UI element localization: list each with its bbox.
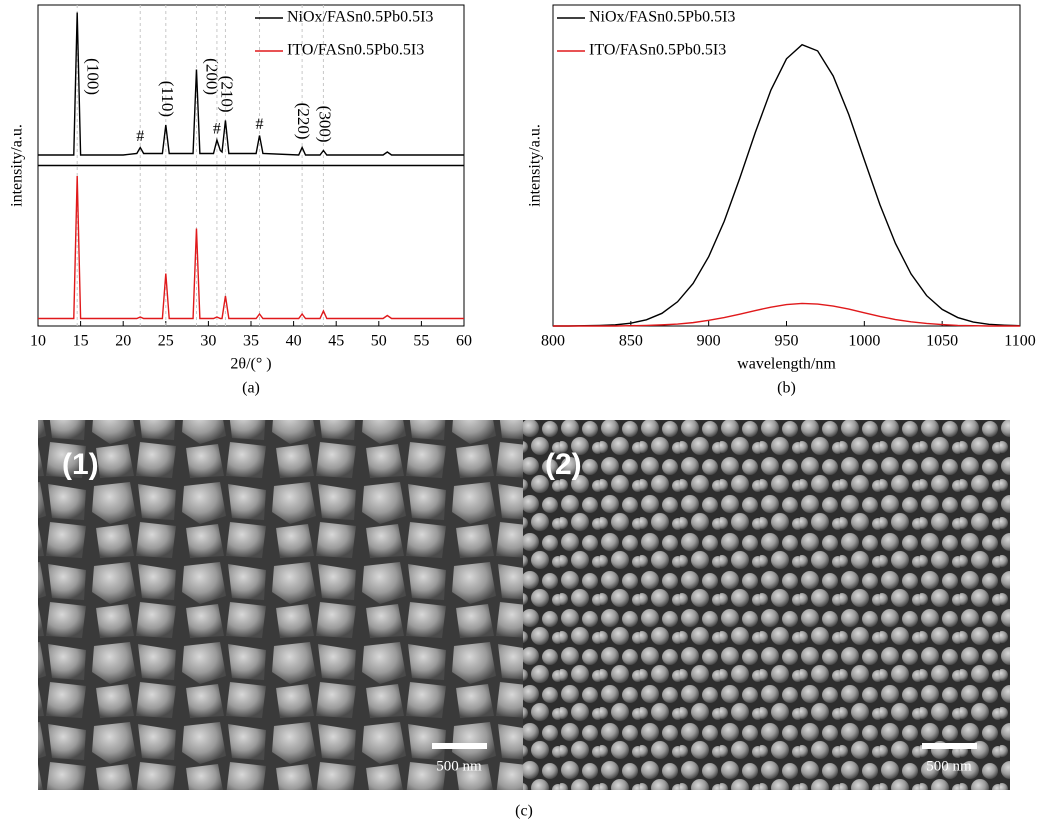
x-axis-label: wavelength/nm	[737, 356, 836, 373]
x-tick-label: 30	[200, 333, 216, 350]
scale-label: 500 nm	[436, 758, 482, 774]
x-tick-label: 60	[456, 333, 472, 350]
x-tick-label: 50	[371, 333, 387, 350]
sem-label: (1)	[62, 448, 99, 481]
sem-panel: (1) (2) 500 nm 500 nm (c)	[38, 420, 1010, 820]
x-tick-label: 25	[158, 333, 174, 350]
peak-label: (220)	[294, 103, 313, 140]
x-tick-label: 40	[286, 333, 302, 350]
y-axis-label: intensity/a.u.	[9, 124, 26, 207]
scale-bar	[922, 743, 977, 749]
data-line	[553, 43, 1021, 327]
peak-label: (210)	[218, 76, 237, 113]
x-tick-label: 55	[413, 333, 429, 350]
legend-label: ITO/FASn0.5Pb0.5I3	[589, 42, 726, 59]
peak-label: #	[136, 128, 144, 145]
x-tick-label: 1050	[926, 333, 958, 350]
x-tick-label: 10	[30, 333, 46, 350]
x-tick-label: 20	[115, 333, 131, 350]
legend-label: ITO/FASn0.5Pb0.5I3	[287, 42, 424, 59]
sem-label: (2)	[545, 448, 582, 481]
peak-label: (300)	[316, 106, 335, 143]
scale-label: 500 nm	[926, 758, 972, 774]
x-tick-label: 1100	[1004, 333, 1035, 350]
peak-label: #	[213, 121, 221, 138]
sem-image	[523, 420, 1010, 790]
data-line	[38, 12, 464, 156]
caption: (c)	[515, 803, 533, 820]
x-tick-label: 800	[541, 333, 565, 350]
x-tick-label: 35	[243, 333, 259, 350]
y-axis-label: intensity/a.u.	[527, 124, 544, 207]
peak-label: (110)	[158, 81, 177, 117]
caption: (a)	[242, 380, 260, 397]
sem-image	[38, 420, 523, 790]
scale-bar	[432, 743, 487, 749]
legend-label: NiOx/FASn0.5Pb0.5I3	[287, 9, 433, 26]
peak-label: #	[256, 116, 264, 133]
x-tick-label: 1000	[848, 333, 880, 350]
legend-label: NiOx/FASn0.5Pb0.5I3	[589, 9, 735, 26]
x-tick-label: 850	[619, 333, 643, 350]
data-line	[38, 175, 464, 320]
x-axis-label: 2θ/(° )	[230, 356, 271, 373]
x-tick-label: 45	[328, 333, 344, 350]
peak-label: (100)	[83, 58, 102, 95]
data-line	[553, 302, 1020, 327]
x-tick-label: 15	[73, 333, 89, 350]
x-tick-label: 900	[697, 333, 721, 350]
caption: (b)	[777, 380, 796, 397]
x-tick-label: 950	[775, 333, 799, 350]
